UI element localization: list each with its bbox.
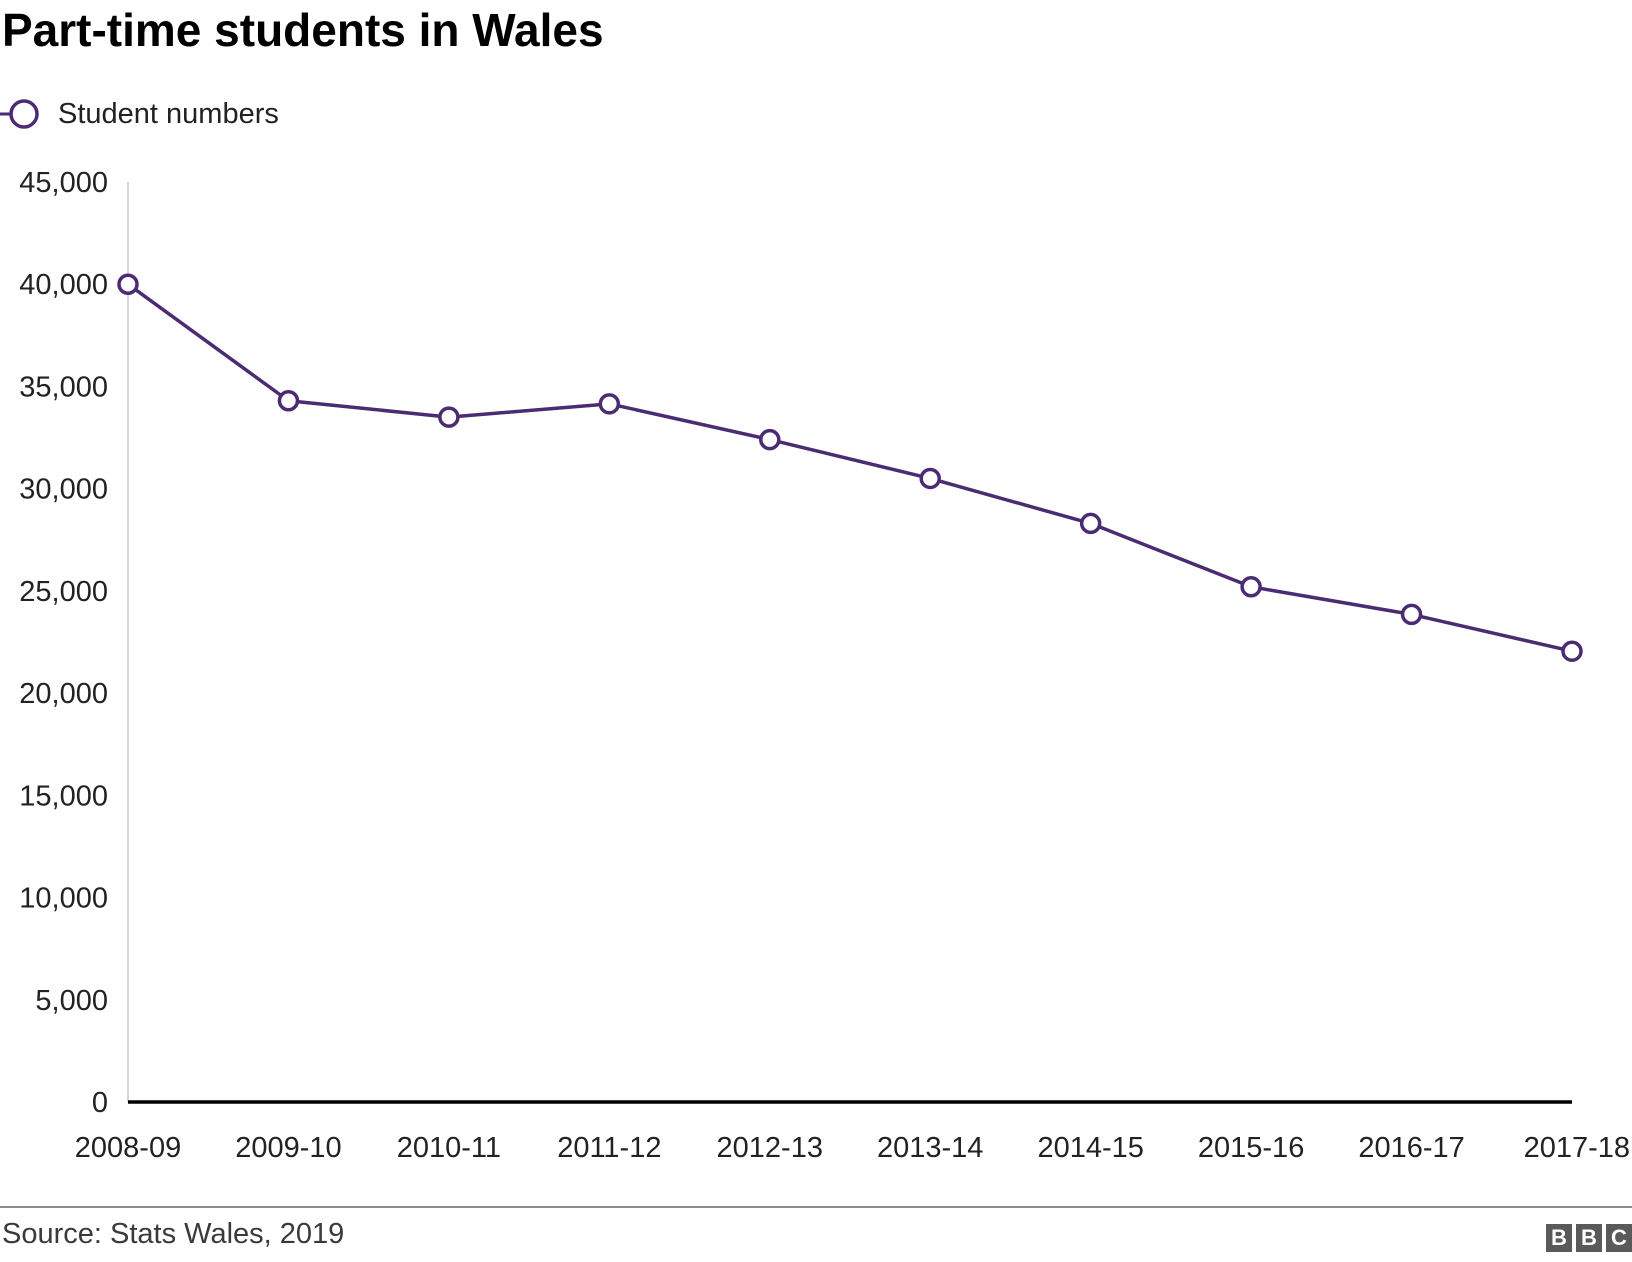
y-tick-label: 30,000 (19, 474, 108, 506)
x-tick-label: 2014-15 (1037, 1132, 1143, 1164)
chart-title: Part-time students in Wales (2, 4, 604, 56)
y-tick-label: 10,000 (19, 883, 108, 915)
x-tick-label: 2011-12 (557, 1132, 661, 1164)
x-tick-label: 2015-16 (1198, 1132, 1304, 1164)
y-tick-label: 45,000 (19, 167, 108, 199)
legend-label: Student numbers (58, 97, 279, 130)
y-tick-label: 25,000 (19, 576, 108, 608)
x-tick-label: 2012-13 (717, 1132, 823, 1164)
x-tick-label: 2016-17 (1358, 1132, 1464, 1164)
data-point (598, 393, 621, 415)
data-point (1079, 512, 1102, 535)
logo-letter: C (1606, 1224, 1632, 1252)
y-tick-label: 20,000 (19, 678, 108, 710)
y-tick-label: 5,000 (35, 985, 108, 1017)
y-tick-label: 15,000 (19, 780, 108, 812)
footer-divider (0, 1206, 1632, 1208)
y-tick-label: 0 (92, 1087, 108, 1119)
x-tick-label: 2008-09 (75, 1132, 181, 1164)
source-note: Source: Stats Wales, 2019 (2, 1218, 345, 1250)
series-line (126, 282, 1573, 653)
data-point (1561, 640, 1583, 662)
x-tick-label: 2013-14 (877, 1132, 983, 1164)
logo-letter: B (1576, 1224, 1602, 1252)
data-point (1400, 603, 1423, 626)
data-point (117, 273, 139, 295)
data-point (1240, 576, 1262, 598)
bbc-logo: B B C (1546, 1224, 1632, 1252)
x-tick-label: 2009-10 (235, 1132, 341, 1164)
series-group (117, 273, 1583, 662)
logo-letter: B (1546, 1224, 1572, 1252)
legend: Student numbers (0, 92, 279, 136)
y-tick-label: 35,000 (19, 371, 108, 403)
data-point (277, 390, 300, 412)
line-chart: 0 5,000 10,000 15,000 20,000 25,000 30,000 35,0… (19, 167, 1630, 1164)
x-axis-labels: 2008-09 2009-10 2010-11 2011-12 2012-13 2013-… (75, 1132, 1630, 1164)
x-tick-label: 2017-18 (1524, 1132, 1630, 1164)
x-tick-label: 2010-11 (397, 1132, 501, 1164)
legend-line-marker-icon (0, 99, 39, 129)
y-axis-labels: 0 5,000 10,000 15,000 20,000 25,000 30,000 35,0… (19, 167, 108, 1119)
data-point (919, 467, 941, 490)
data-point (759, 428, 781, 451)
data-point (438, 406, 460, 428)
y-tick-label: 40,000 (19, 269, 108, 301)
